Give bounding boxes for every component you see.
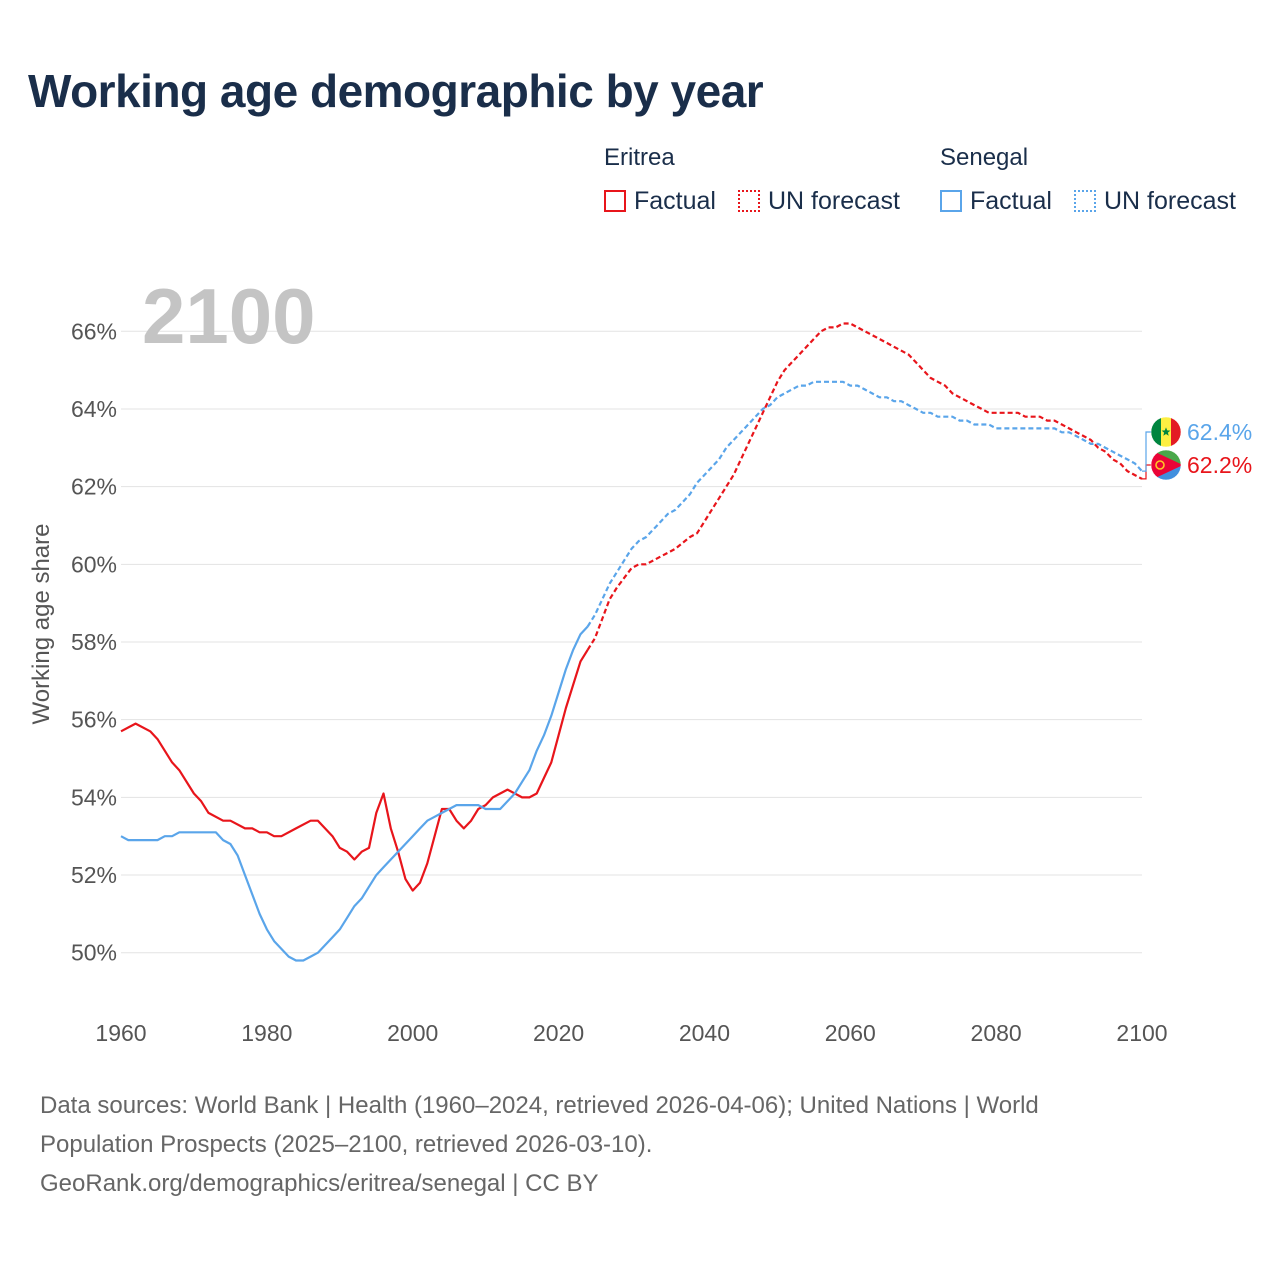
y-axis-label: Working age share bbox=[28, 523, 55, 725]
senegal-end-value-label: 62.4% bbox=[1187, 419, 1252, 445]
x-tick-label: 1960 bbox=[95, 1020, 146, 1046]
y-tick-label: 58% bbox=[71, 629, 117, 655]
eritrea-end-connector bbox=[1142, 464, 1151, 480]
legend-senegal-factual-swatch bbox=[940, 190, 962, 212]
x-tick-label: 2020 bbox=[533, 1020, 584, 1046]
y-tick-label: 54% bbox=[71, 784, 117, 810]
x-tick-label: 2040 bbox=[679, 1020, 730, 1046]
y-tick-label: 64% bbox=[71, 396, 117, 422]
senegal-flag-icon bbox=[1150, 416, 1182, 448]
legend-senegal-factual-label: Factual bbox=[970, 186, 1052, 215]
eritrea-forecast-line[interactable] bbox=[586, 322, 1143, 651]
y-tick-label: 50% bbox=[71, 940, 117, 966]
legend-eritrea-forecast-label: UN forecast bbox=[768, 186, 900, 215]
senegal-end-connector bbox=[1142, 431, 1151, 472]
legend-eritrea-forecast[interactable]: UN forecast bbox=[738, 186, 900, 216]
y-tick-label: 60% bbox=[71, 551, 117, 577]
legend-eritrea-factual-label: Factual bbox=[634, 186, 716, 215]
y-tick-label: 66% bbox=[71, 318, 117, 344]
legend-senegal-forecast[interactable]: UN forecast bbox=[1074, 186, 1236, 216]
footer-sources-line1: Data sources: World Bank | Health (1960–… bbox=[40, 1092, 1039, 1119]
legend-senegal-forecast-label: UN forecast bbox=[1104, 186, 1236, 215]
legend-senegal-factual[interactable]: Factual bbox=[940, 186, 1052, 216]
legend-eritrea-factual[interactable]: Factual bbox=[604, 186, 716, 216]
footer-credit: GeoRank.org/demographics/eritrea/senegal… bbox=[40, 1170, 599, 1197]
x-tick-label: 2100 bbox=[1116, 1020, 1167, 1046]
x-tick-label: 2000 bbox=[387, 1020, 438, 1046]
y-tick-label: 56% bbox=[71, 707, 117, 733]
x-tick-label: 2080 bbox=[971, 1020, 1022, 1046]
eritrea-factual-line[interactable] bbox=[120, 649, 589, 892]
eritrea-end-value-label: 62.2% bbox=[1187, 452, 1252, 478]
x-tick-label: 1980 bbox=[241, 1020, 292, 1046]
eritrea-flag-icon bbox=[1150, 449, 1182, 481]
legend-senegal-title: Senegal bbox=[940, 144, 1029, 171]
legend-eritrea-forecast-swatch bbox=[738, 190, 760, 212]
legend-eritrea-title: Eritrea bbox=[604, 144, 675, 171]
chart-title: Working age demographic by year bbox=[28, 65, 764, 117]
senegal-forecast-line[interactable] bbox=[586, 380, 1143, 628]
y-tick-label: 62% bbox=[71, 474, 117, 500]
x-tick-label: 2060 bbox=[825, 1020, 876, 1046]
footer-sources-line2: Population Prospects (2025–2100, retriev… bbox=[40, 1131, 653, 1158]
legend-senegal-forecast-swatch bbox=[1074, 190, 1096, 212]
year-label: 2100 bbox=[142, 272, 316, 360]
footer: Data sources: World Bank | Health (1960–… bbox=[40, 1086, 1240, 1203]
senegal-factual-line[interactable] bbox=[120, 625, 589, 962]
legend-eritrea-factual-swatch bbox=[604, 190, 626, 212]
y-tick-label: 52% bbox=[71, 862, 117, 888]
